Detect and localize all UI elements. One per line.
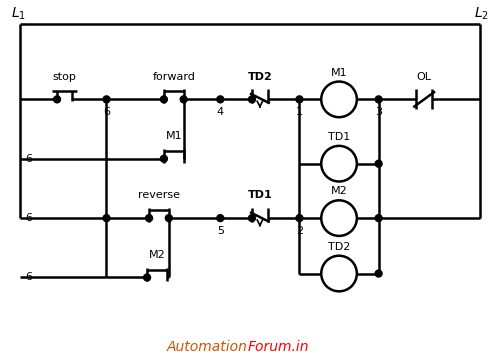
Circle shape <box>161 155 167 162</box>
Circle shape <box>375 270 382 277</box>
Circle shape <box>161 96 167 103</box>
Text: M1: M1 <box>166 131 182 141</box>
Text: $L_1$: $L_1$ <box>11 6 26 22</box>
Text: 6: 6 <box>103 107 110 117</box>
Text: $L_2$: $L_2$ <box>474 6 489 22</box>
Circle shape <box>103 215 110 222</box>
Circle shape <box>296 215 303 222</box>
Circle shape <box>217 96 224 103</box>
Circle shape <box>217 215 224 222</box>
Text: 3: 3 <box>375 107 382 117</box>
Text: 1: 1 <box>296 107 303 117</box>
Text: reverse: reverse <box>138 190 180 200</box>
Text: 2: 2 <box>296 226 303 236</box>
Text: 6: 6 <box>25 213 32 223</box>
Text: forward: forward <box>153 72 195 81</box>
Text: 5: 5 <box>217 226 224 236</box>
Circle shape <box>375 160 382 167</box>
Circle shape <box>375 96 382 103</box>
Circle shape <box>144 274 151 281</box>
Circle shape <box>296 96 303 103</box>
Text: M2: M2 <box>149 250 166 260</box>
Text: 6: 6 <box>25 154 32 164</box>
Circle shape <box>248 96 255 103</box>
Circle shape <box>166 215 172 222</box>
Text: Forum.in: Forum.in <box>248 340 310 354</box>
Text: TD2: TD2 <box>328 242 350 252</box>
Circle shape <box>248 215 255 222</box>
Text: 4: 4 <box>217 107 224 117</box>
Circle shape <box>375 215 382 222</box>
Text: 6: 6 <box>25 273 32 282</box>
Text: TD1: TD1 <box>328 132 350 142</box>
Text: TD1: TD1 <box>248 190 272 200</box>
Text: Automation: Automation <box>167 340 248 354</box>
Text: OL: OL <box>416 72 432 81</box>
Text: M2: M2 <box>331 186 347 196</box>
Circle shape <box>180 96 187 103</box>
Text: TD2: TD2 <box>248 72 272 81</box>
Circle shape <box>54 96 61 103</box>
Circle shape <box>146 215 153 222</box>
Text: stop: stop <box>53 72 77 81</box>
Text: M1: M1 <box>331 68 347 77</box>
Circle shape <box>103 96 110 103</box>
